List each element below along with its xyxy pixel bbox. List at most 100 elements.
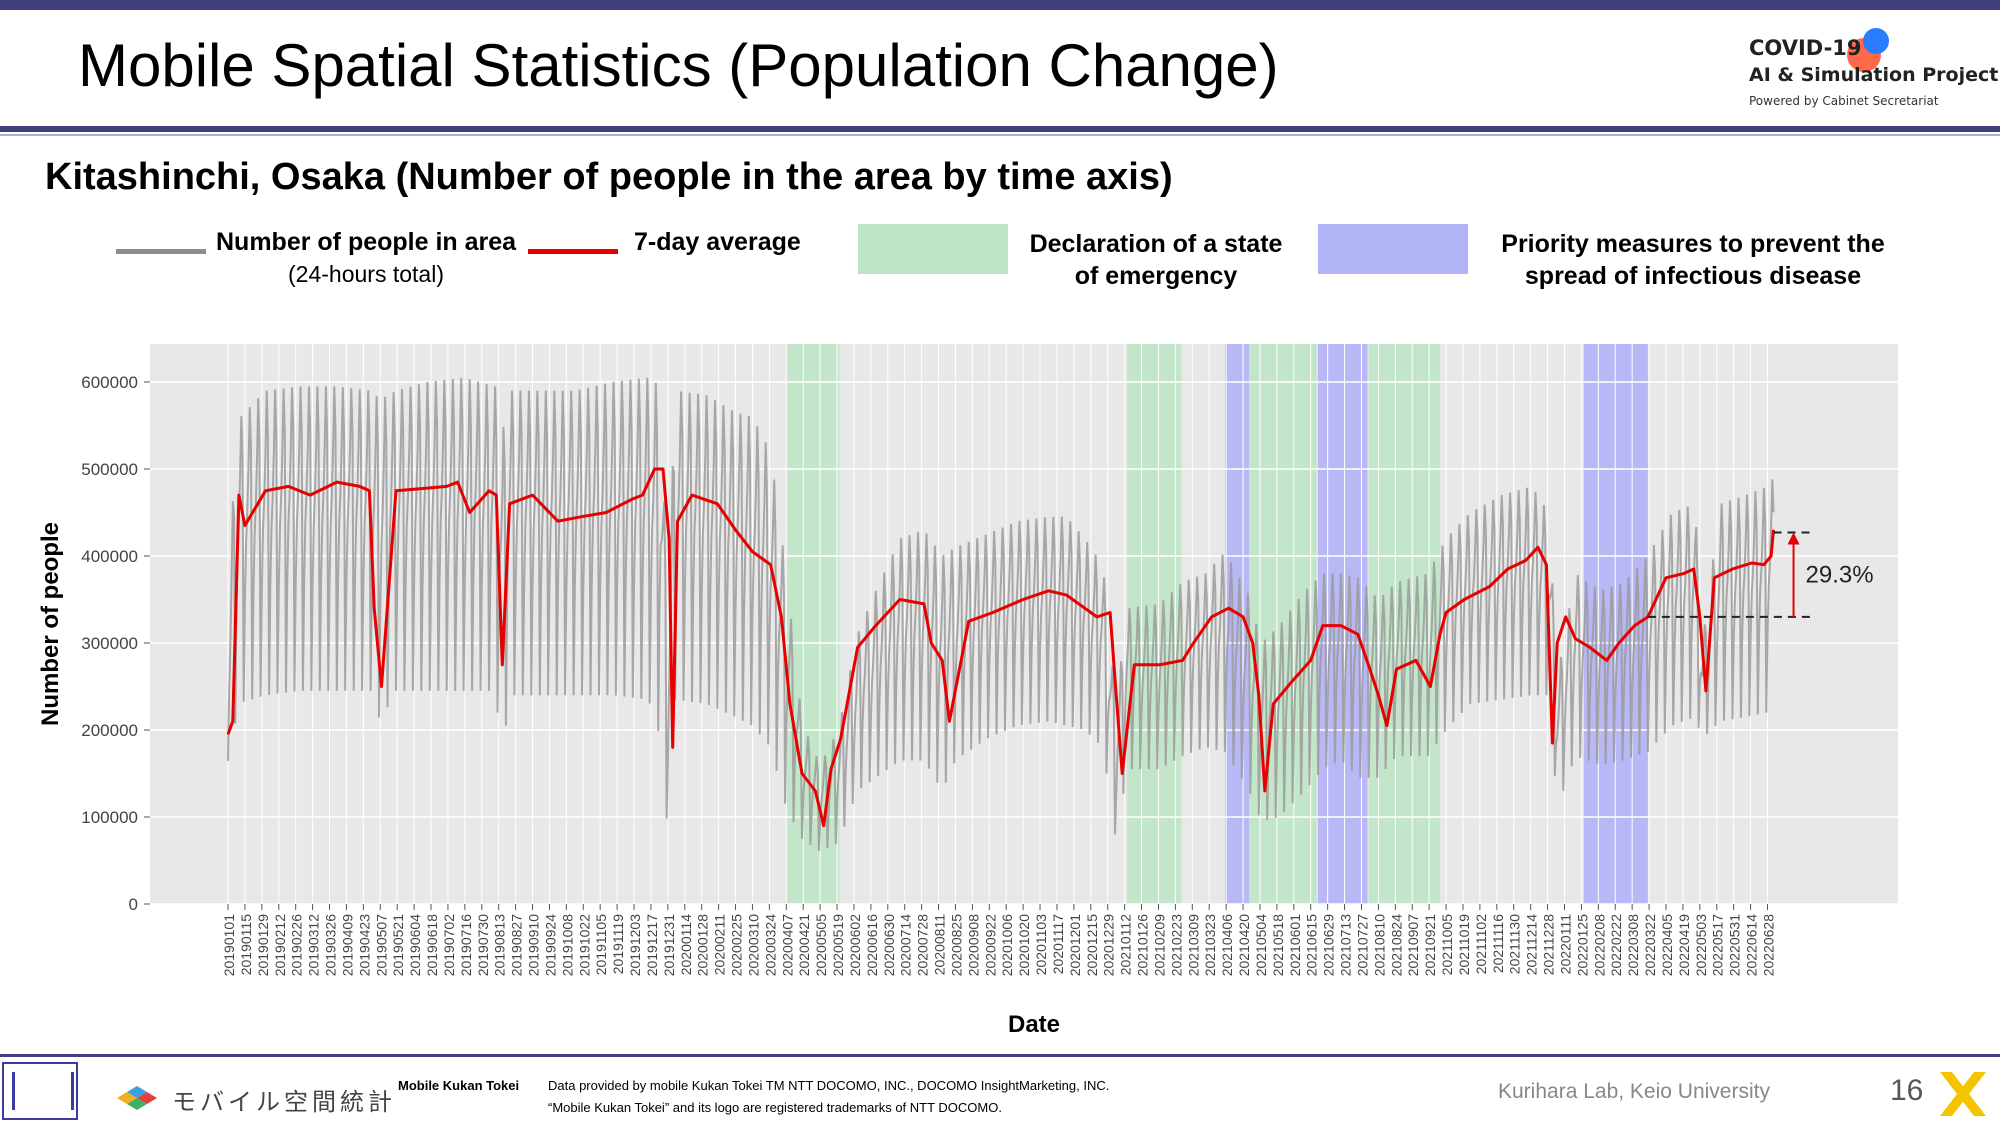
x-tick-label: 20211005 <box>1439 914 1455 975</box>
x-tick-label: 20190212 <box>272 914 288 977</box>
x-tick-label: 20201201 <box>1067 914 1083 977</box>
y-axis-label: Number of people <box>37 522 64 726</box>
x-tick-label: 20210810 <box>1371 914 1387 977</box>
x-tick-label: 20220614 <box>1744 914 1760 977</box>
slide-title: Mobile Spatial Statistics (Population Ch… <box>78 32 1279 99</box>
x-tick-label: 20190101 <box>221 914 237 977</box>
legend-raw-label: Number of people in area (24-hours total… <box>216 226 516 290</box>
x-tick-label: 20200128 <box>695 914 711 977</box>
x-tick-label: 20190716 <box>458 914 474 977</box>
x-tick-label: 20200421 <box>796 914 812 977</box>
x-tick-label: 20211116 <box>1490 914 1506 973</box>
x-tick-label: 20220322 <box>1642 914 1658 977</box>
x-tick-label: 20200630 <box>881 914 897 977</box>
emergency-period-band <box>1368 344 1441 904</box>
x-tick-label: 20200616 <box>864 914 880 977</box>
annotation-label: 29.3% <box>1806 562 1874 589</box>
y-tick-label: 200000 <box>81 721 138 740</box>
x-tick-label: 20210309 <box>1185 914 1201 977</box>
x-tick-label: 20200211 <box>712 914 728 975</box>
x-tick-label: 20190827 <box>509 914 525 977</box>
x-tick-label: 20200225 <box>729 914 745 977</box>
x-tick-label: 20210518 <box>1270 914 1286 977</box>
covid-ai-project-logo: COVID-19 AI & Simulation Project Powered… <box>1745 28 1998 118</box>
x-tick-label: 20191008 <box>559 914 575 977</box>
series-line-7-day-average <box>226 467 1775 828</box>
university-seal-icon <box>2 1062 78 1120</box>
x-tick-label: 20210921 <box>1422 914 1438 977</box>
footer-jp-brand: モバイル空間統計 <box>172 1088 396 1116</box>
top-accent-bar <box>0 0 2000 10</box>
legend-priority-swatch <box>1318 224 1468 274</box>
footer-lab-name: Kurihara Lab, Keio University <box>1498 1080 1770 1103</box>
annotation-arrow-head <box>1787 532 1800 545</box>
chart-subtitle: Kitashinchi, Osaka (Number of people in … <box>45 156 1173 198</box>
x-tick-label: 20201229 <box>1101 914 1117 977</box>
x-tick-label: 20190423 <box>356 914 372 977</box>
title-divider-thin <box>0 134 2000 136</box>
x-tick-label: 20191231 <box>661 914 677 977</box>
x-tick-label: 20190910 <box>526 914 542 977</box>
x-tick-label: 20201006 <box>999 914 1015 977</box>
x-tick-label: 20220405 <box>1659 914 1675 977</box>
x-tick-label: 20210406 <box>1219 914 1235 977</box>
page-number: 16 <box>1890 1074 1924 1107</box>
x-tick-label: 20211019 <box>1456 914 1472 975</box>
legend-priority-label: Priority measures to prevent the spread … <box>1478 228 1908 292</box>
x-tick-label: 20220419 <box>1676 914 1692 977</box>
emergency-period-band <box>786 344 840 904</box>
population-chart: 0 100000 200000 300000 400000 500000 600000 201… <box>37 344 1898 1038</box>
x-tick-label: 20210420 <box>1236 914 1252 977</box>
x-tick-label: 20210601 <box>1287 914 1303 977</box>
x-tick-label: 20211228 <box>1541 914 1557 975</box>
x-tick-label: 20200908 <box>965 914 981 977</box>
x-tick-label: 20210112 <box>1118 914 1134 975</box>
x-brand-icon <box>1940 1072 1986 1116</box>
y-tick-label: 400000 <box>81 547 138 566</box>
legend-emergency-line2: of emergency <box>1074 262 1238 290</box>
x-tick-label: 20200519 <box>830 914 846 977</box>
x-tick-label: 20190813 <box>492 914 508 977</box>
x-tick-label: 20210209 <box>1151 914 1167 977</box>
x-tick-label: 20220222 <box>1608 914 1624 977</box>
footer-trademark-note: “Mobile Kukan Tokei” and its logo are re… <box>548 1100 1002 1115</box>
legend-raw-swatch <box>116 249 206 254</box>
y-tick-label: 0 <box>129 895 138 914</box>
x-tick-label: 20200602 <box>847 914 863 977</box>
x-tick-label: 20220503 <box>1693 914 1709 977</box>
x-tick-label: 20190702 <box>441 914 457 977</box>
x-tick-label: 20201020 <box>1016 914 1032 977</box>
x-tick-label: 20220308 <box>1625 914 1641 977</box>
x-tick-label: 20220531 <box>1727 914 1743 977</box>
x-tick-label: 20190604 <box>407 914 423 977</box>
footer-divider <box>0 1054 2000 1057</box>
x-tick-label: 20210504 <box>1253 914 1269 977</box>
x-tick-label: 20210727 <box>1354 914 1370 977</box>
footer-brand-en: Mobile Kukan Tokei <box>398 1078 520 1093</box>
logo-project-text: AI & Simulation Project <box>1749 64 1999 86</box>
x-tick-label: 20211214 <box>1524 914 1540 975</box>
x-tick-label: 20190129 <box>255 914 271 977</box>
x-tick-label: 20190507 <box>373 914 389 977</box>
x-tick-label: 20190226 <box>289 914 305 977</box>
x-tick-label: 20191203 <box>627 914 643 977</box>
x-tick-label: 20200505 <box>813 914 829 977</box>
title-divider <box>0 126 2000 132</box>
x-tick-label: 20190521 <box>390 914 406 977</box>
x-tick-label: 20190924 <box>542 914 558 977</box>
x-tick-label: 20220208 <box>1591 914 1607 977</box>
x-tick-label: 20210615 <box>1304 914 1320 977</box>
x-tick-label: 20200114 <box>678 914 694 975</box>
footer-data-credit: Data provided by mobile Kukan Tokei TM N… <box>548 1078 1110 1093</box>
legend-emergency-swatch <box>858 224 1008 274</box>
x-tick-label: 20201103 <box>1033 914 1049 975</box>
x-tick-label: 20210323 <box>1202 914 1218 977</box>
isometric-cubes-logo-icon <box>117 1086 157 1110</box>
x-tick-label: 20201215 <box>1084 914 1100 977</box>
x-tick-label: 20200407 <box>779 914 795 977</box>
y-tick-label: 300000 <box>81 634 138 653</box>
x-tick-label: 20210824 <box>1388 914 1404 977</box>
x-tick-label: 20190730 <box>475 914 491 977</box>
x-tick-label: 20200324 <box>762 914 778 977</box>
x-axis-label: Date <box>1008 1011 1060 1038</box>
